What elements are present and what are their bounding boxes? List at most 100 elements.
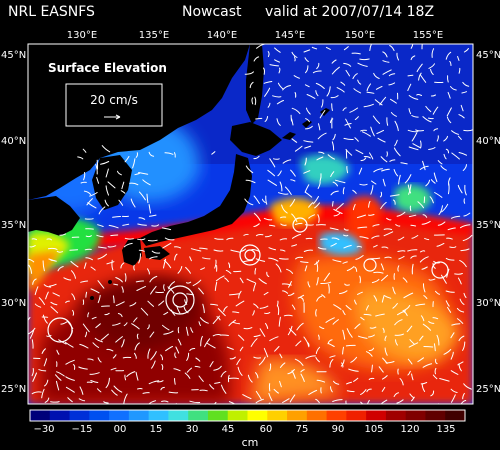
- current-streakline: [422, 323, 432, 331]
- current-streakline: [449, 60, 452, 66]
- colorbar-units: cm: [242, 436, 259, 449]
- current-streakline: [214, 259, 217, 269]
- current-streakline: [210, 303, 219, 306]
- current-streakline: [317, 214, 320, 223]
- current-streakline: [97, 357, 102, 363]
- current-streakline: [303, 336, 309, 347]
- current-streakline: [138, 253, 141, 264]
- current-streakline: [31, 339, 34, 349]
- lat-label: 30°N: [476, 298, 500, 309]
- current-streakline: [275, 263, 282, 273]
- current-streakline: [157, 380, 164, 383]
- current-streakline: [165, 346, 173, 352]
- current-streakline: [239, 277, 244, 284]
- current-streakline: [339, 290, 348, 295]
- current-streakline: [379, 191, 383, 198]
- current-streakline: [345, 400, 347, 404]
- current-streakline: [83, 262, 87, 269]
- current-streakline: [344, 123, 352, 126]
- current-streakline: [406, 325, 413, 333]
- lat-label: 35°N: [476, 220, 500, 231]
- current-streakline: [382, 60, 390, 63]
- current-streakline: [397, 310, 406, 316]
- current-streakline: [229, 293, 240, 296]
- current-streakline: [420, 74, 427, 83]
- current-streakline: [332, 399, 343, 402]
- current-streakline: [402, 305, 411, 312]
- current-streakline: [56, 371, 65, 377]
- lat-label: 40°N: [1, 136, 26, 147]
- current-streakline: [330, 190, 339, 196]
- current-streakline: [97, 253, 107, 260]
- current-streakline: [280, 249, 286, 252]
- current-streakline: [304, 157, 307, 166]
- current-streakline: [288, 281, 292, 288]
- current-streakline: [107, 245, 117, 248]
- current-streakline: [168, 391, 179, 394]
- current-streakline: [90, 266, 96, 271]
- current-streakline: [173, 368, 181, 372]
- current-streakline: [398, 174, 401, 185]
- current-streakline: [72, 364, 76, 370]
- current-streakline: [282, 398, 290, 403]
- colorbar-tick-label: 15: [150, 424, 163, 435]
- current-streakline: [135, 371, 139, 381]
- current-streakline: [346, 390, 355, 393]
- current-streakline: [110, 234, 119, 237]
- current-streakline: [244, 198, 254, 206]
- current-streakline: [255, 372, 259, 379]
- current-streakline: [85, 291, 88, 298]
- current-streakline: [317, 132, 327, 140]
- current-streakline: [105, 377, 110, 389]
- current-streakline: [28, 264, 33, 274]
- current-streakline: [115, 277, 123, 283]
- current-streakline: [396, 52, 399, 61]
- current-streakline: [377, 137, 386, 143]
- current-streakline: [441, 203, 449, 213]
- current-streakline: [366, 91, 375, 94]
- current-streakline: [48, 283, 57, 287]
- current-streakline: [411, 373, 414, 381]
- current-streakline: [292, 233, 302, 239]
- current-streakline: [194, 365, 201, 368]
- current-streakline: [327, 339, 333, 345]
- current-streakline: [135, 152, 138, 158]
- current-streakline: [29, 329, 35, 339]
- current-streakline: [318, 151, 325, 155]
- current-streakline: [142, 392, 150, 394]
- current-streakline: [95, 323, 101, 329]
- current-streakline: [220, 370, 227, 378]
- current-streakline: [369, 152, 374, 160]
- current-streakline: [315, 346, 321, 355]
- current-streakline: [373, 271, 384, 274]
- current-streakline: [451, 323, 461, 326]
- current-streakline: [123, 322, 128, 327]
- current-streakline: [221, 384, 227, 394]
- current-streakline: [415, 303, 426, 306]
- current-streakline: [97, 224, 104, 227]
- current-streakline: [115, 301, 125, 306]
- current-streakline: [134, 172, 141, 176]
- current-streakline: [304, 191, 313, 198]
- current-streakline: [351, 52, 361, 55]
- current-streakline: [446, 116, 452, 124]
- current-streakline: [359, 183, 368, 186]
- current-streakline: [269, 336, 279, 342]
- header-valid-time: valid at 2007/07/14 18Z: [265, 4, 435, 20]
- header-source: NRL EASNFS: [8, 4, 95, 20]
- current-streakline: [397, 236, 405, 241]
- current-streakline: [388, 73, 396, 77]
- current-streakline: [333, 208, 343, 214]
- current-streakline: [65, 386, 75, 393]
- current-streakline: [146, 193, 149, 204]
- current-streakline: [65, 376, 75, 381]
- current-streakline: [118, 199, 124, 206]
- current-streakline: [371, 364, 373, 373]
- current-streakline: [268, 392, 273, 402]
- current-streakline: [457, 361, 464, 366]
- current-streakline: [289, 199, 296, 207]
- current-streakline: [408, 342, 419, 348]
- current-streakline: [459, 259, 467, 268]
- current-streakline: [395, 339, 398, 346]
- current-streakline: [408, 95, 419, 100]
